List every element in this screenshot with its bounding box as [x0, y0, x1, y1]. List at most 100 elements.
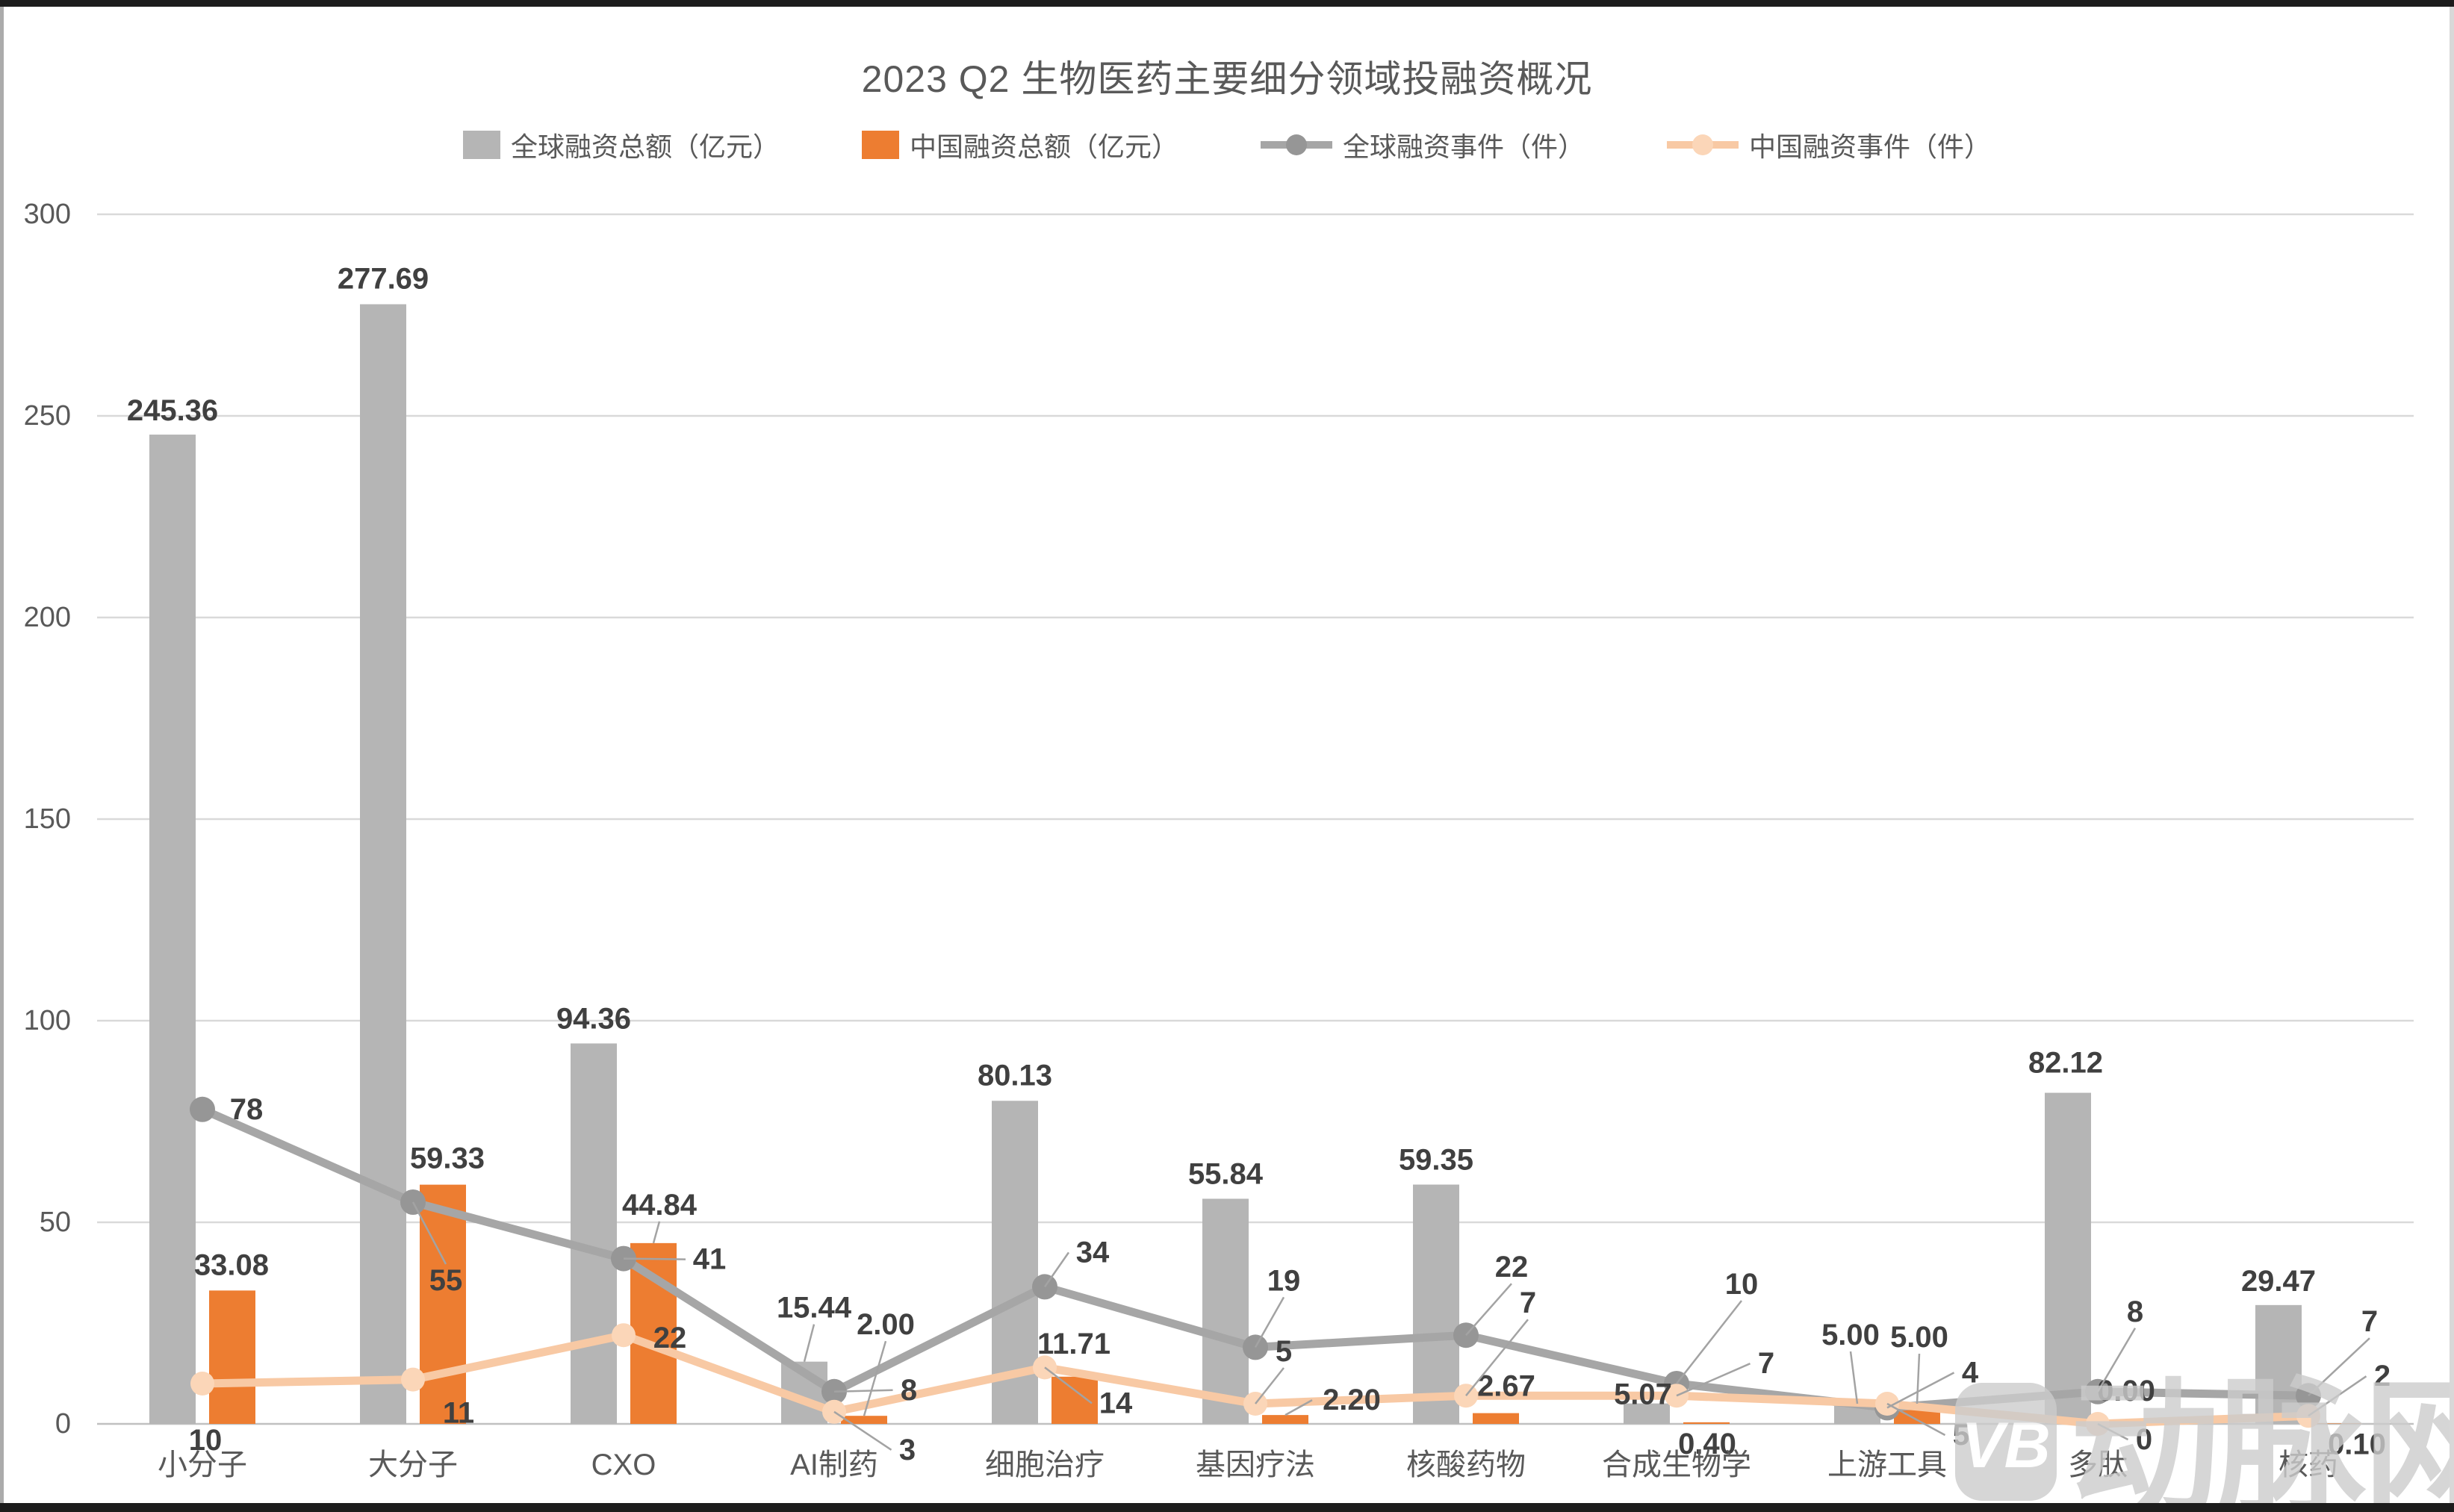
- data-label-s1-1: 59.33: [410, 1142, 485, 1175]
- data-label-s2-9: 8: [2127, 1295, 2143, 1328]
- data-label-s2-10-leader: [2308, 1337, 2370, 1397]
- x-category-8: 上游工具: [1827, 1449, 1947, 1481]
- vb-logo-text: VB: [1961, 1410, 2050, 1481]
- data-label-s3-3: 3: [899, 1434, 916, 1466]
- global_bar-2: [571, 1043, 617, 1424]
- data-label-s3-5-leader: [1255, 1367, 1285, 1404]
- legend-swatch-line: [1261, 131, 1332, 159]
- data-label-s0-8: 5.00: [1821, 1319, 1880, 1351]
- x-category-4: 细胞治疗: [985, 1449, 1105, 1481]
- china_line-marker-1: [401, 1367, 425, 1392]
- frame-right: [2450, 7, 2454, 1503]
- legend-label: 中国融资总额（亿元）: [909, 131, 1178, 162]
- data-label-s1-2-leader: [652, 1221, 661, 1244]
- x-category-1: 大分子: [368, 1449, 458, 1481]
- data-label-s2-3: 8: [901, 1374, 917, 1407]
- data-label-s2-0: 78: [230, 1093, 264, 1126]
- legend-label: 全球融资总额（亿元）: [510, 131, 780, 162]
- global_bar-1: [360, 304, 406, 1424]
- china_bar-5: [1262, 1415, 1308, 1424]
- global_bar-5: [1202, 1198, 1249, 1424]
- data-label-s3-9: 0: [2136, 1423, 2152, 1456]
- data-label-s3-1: 11: [443, 1397, 474, 1430]
- legend-swatch-line: [1667, 131, 1739, 159]
- data-label-s1-5: 2.20: [1323, 1384, 1381, 1416]
- china_bar-1: [420, 1184, 466, 1424]
- data-label-s1-5-leader: [1285, 1399, 1313, 1416]
- data-label-s0-5: 55.84: [1188, 1157, 1264, 1190]
- global_line: [198, 1105, 2313, 1412]
- china_bar-3: [841, 1416, 887, 1424]
- x-category-3: AI制药: [790, 1449, 878, 1481]
- data-label-s0-0: 245.36: [127, 394, 218, 427]
- data-label-s2-4: 34: [1076, 1236, 1110, 1269]
- legend-label: 全球融资事件（件）: [1343, 131, 1585, 162]
- data-label-s0-3-leader: [803, 1324, 816, 1362]
- data-label-s2-2: 41: [693, 1243, 727, 1276]
- data-label-s0-7: 5.07: [1614, 1378, 1672, 1411]
- data-label-s3-10: 2: [2374, 1360, 2391, 1393]
- data-label-s3-9-leader: [2097, 1422, 2129, 1441]
- data-label-s0-2: 94.36: [556, 1002, 631, 1035]
- data-label-s2-4-leader: [1043, 1251, 1070, 1288]
- data-label-s1-9: 0.00: [2097, 1375, 2155, 1407]
- data-label-s2-1: 55: [429, 1264, 463, 1297]
- x-category-6: 核酸药物: [1406, 1449, 1526, 1481]
- data-label-s0-3: 15.44: [777, 1292, 852, 1325]
- data-label-s2-6: 22: [1495, 1251, 1529, 1284]
- data-label-s2-2-leader: [623, 1257, 686, 1260]
- data-label-s3-6-leader: [1465, 1319, 1529, 1396]
- legend-item-3: 中国融资事件（件）: [1667, 125, 1991, 164]
- data-label-s3-7-leader: [1676, 1363, 1751, 1397]
- data-label-s3-4: 14: [1099, 1387, 1133, 1419]
- x-category-10: 核药: [2279, 1449, 2338, 1481]
- data-label-s1-2: 44.84: [622, 1189, 698, 1222]
- data-label-s3-7: 7: [1758, 1347, 1774, 1380]
- data-label-s1-0: 33.08: [194, 1248, 269, 1281]
- data-label-s1-3-leader: [863, 1340, 887, 1416]
- global_line-marker-0: [190, 1096, 215, 1122]
- data-label-s0-4: 80.13: [978, 1059, 1052, 1092]
- legend-swatch-bar: [462, 131, 500, 159]
- x-category-7: 合成生物学: [1602, 1449, 1751, 1481]
- china_line-marker-2: [612, 1323, 636, 1348]
- china_bar-10: [2315, 1423, 2361, 1424]
- data-label-s1-6: 2.67: [1477, 1370, 1535, 1403]
- data-label-s1-7: 0.40: [1678, 1428, 1736, 1460]
- data-label-s3-4-leader: [1044, 1366, 1093, 1404]
- legend-item-0: 全球融资总额（亿元）: [462, 125, 780, 164]
- data-label-s1-3: 2.00: [857, 1308, 915, 1341]
- global_bar-6: [1413, 1184, 1459, 1424]
- data-label-s2-6-leader: [1465, 1283, 1512, 1337]
- x-category-5: 基因疗法: [1196, 1449, 1315, 1481]
- legend-swatch-bar: [861, 131, 899, 159]
- data-label-s2-5: 19: [1267, 1264, 1301, 1297]
- data-label-s2-3-leader: [833, 1389, 893, 1393]
- data-label-s2-5-leader: [1254, 1296, 1285, 1348]
- data-label-s3-5: 5: [1276, 1335, 1292, 1368]
- global_bar-0: [149, 435, 196, 1424]
- data-label-s0-8-leader: [1849, 1351, 1859, 1404]
- y-tick-200: 200: [24, 602, 71, 633]
- y-tick-0: 0: [55, 1408, 71, 1440]
- y-tick-100: 100: [24, 1005, 71, 1036]
- frame-left: [0, 7, 4, 1503]
- china_line-marker-0: [190, 1372, 214, 1396]
- y-tick-50: 50: [40, 1207, 71, 1238]
- legend-item-1: 中国融资总额（亿元）: [861, 125, 1178, 164]
- data-label-s3-3-leader: [833, 1410, 892, 1451]
- legend-label: 中国融资事件（件）: [1749, 131, 1992, 162]
- global_bar-10: [2255, 1304, 2302, 1424]
- data-label-s3-10-leader: [2308, 1375, 2367, 1417]
- data-label-s2-7-leader: [1676, 1300, 1742, 1384]
- watermark-text: 动脉网: [2070, 1367, 2454, 1512]
- data-label-s2-7: 10: [1725, 1268, 1759, 1301]
- x-category-2: CXO: [591, 1449, 656, 1481]
- data-label-s0-10: 29.47: [2241, 1265, 2316, 1298]
- x-category-9: 多肽: [2068, 1449, 2128, 1481]
- china_bar-4: [1052, 1376, 1098, 1424]
- data-label-s2-9-leader: [2096, 1328, 2137, 1393]
- data-label-s3-6: 7: [1520, 1287, 1536, 1319]
